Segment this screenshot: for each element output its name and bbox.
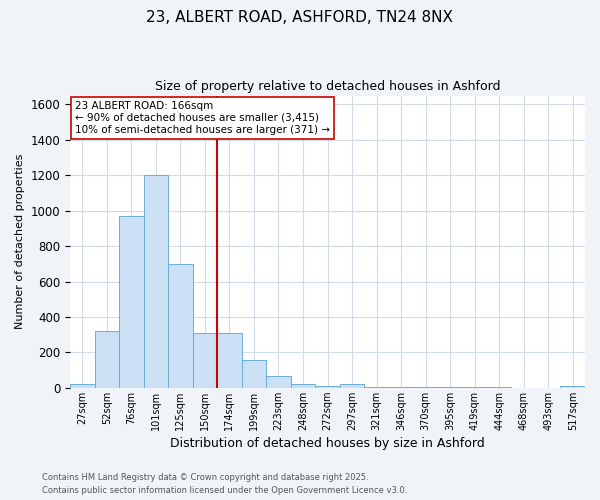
Bar — [217, 333, 242, 388]
Bar — [95, 331, 119, 388]
Bar — [242, 360, 266, 388]
Bar — [143, 176, 168, 388]
Text: Contains HM Land Registry data © Crown copyright and database right 2025.
Contai: Contains HM Land Registry data © Crown c… — [42, 474, 407, 495]
Bar — [413, 387, 438, 388]
Bar — [168, 264, 193, 388]
X-axis label: Distribution of detached houses by size in Ashford: Distribution of detached houses by size … — [170, 437, 485, 450]
Text: 23 ALBERT ROAD: 166sqm
← 90% of detached houses are smaller (3,415)
10% of semi-: 23 ALBERT ROAD: 166sqm ← 90% of detached… — [75, 102, 330, 134]
Bar — [340, 384, 364, 388]
Bar — [364, 387, 389, 388]
Y-axis label: Number of detached properties: Number of detached properties — [15, 154, 25, 330]
Bar — [560, 386, 585, 388]
Bar — [389, 387, 413, 388]
Bar — [315, 386, 340, 388]
Title: Size of property relative to detached houses in Ashford: Size of property relative to detached ho… — [155, 80, 500, 93]
Bar — [266, 376, 291, 388]
Bar — [70, 384, 95, 388]
Bar — [119, 216, 143, 388]
Bar — [193, 333, 217, 388]
Text: 23, ALBERT ROAD, ASHFORD, TN24 8NX: 23, ALBERT ROAD, ASHFORD, TN24 8NX — [146, 10, 454, 25]
Bar — [291, 384, 315, 388]
